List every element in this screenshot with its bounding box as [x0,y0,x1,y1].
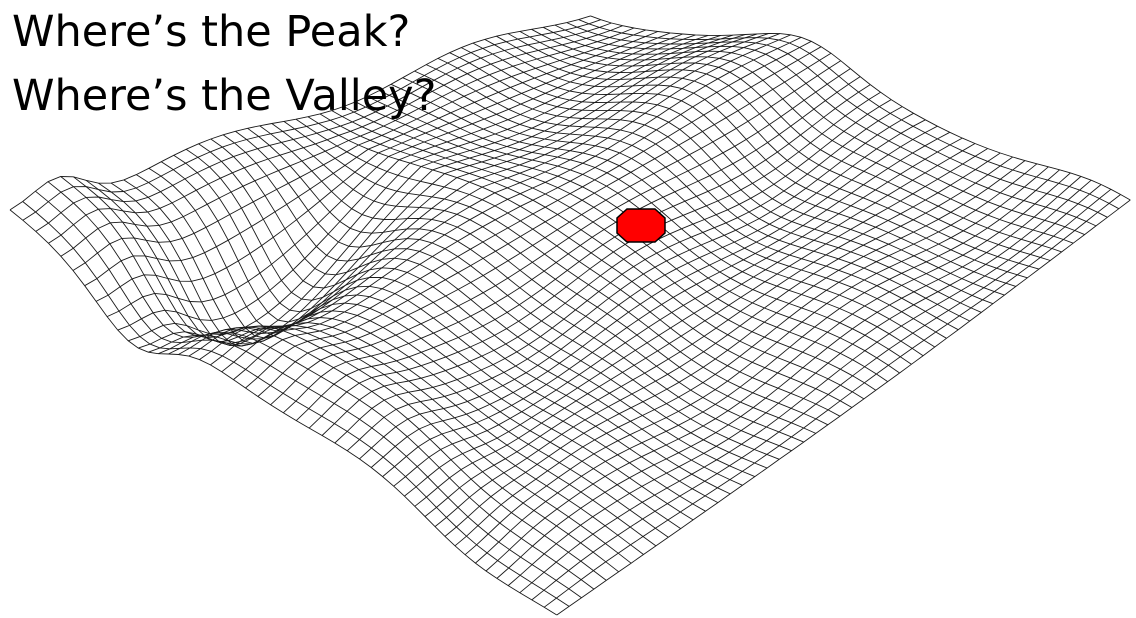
mesh-line [566,22,1108,218]
red-marker [616,208,666,243]
mesh-line [343,106,888,382]
mesh-line [475,169,1060,564]
mesh-line [47,181,595,590]
mesh-line [222,134,768,469]
mesh-line [173,154,719,503]
mesh-line [73,176,619,573]
mesh-line [444,160,1026,537]
mesh-line [590,15,1131,201]
mesh-line [464,166,1049,556]
mesh-line [496,176,1082,579]
mesh-line [531,28,1074,244]
mesh-line [578,19,1120,210]
title-line: Where’s the Peak? [12,7,410,57]
mesh-line [282,76,861,414]
mesh [9,15,1131,616]
mesh-line [22,201,570,607]
mesh-line [507,33,1051,261]
mesh-line [556,199,1131,616]
mesh-line [519,31,1062,253]
mesh-line [543,194,1121,608]
mesh-line [346,112,914,452]
mesh-line [60,176,607,581]
mesh-line [542,26,1085,236]
mesh-line [308,91,881,429]
mesh-line [485,172,1071,572]
mesh-line [507,179,1092,586]
mesh-line [426,64,970,322]
mesh-line [554,24,1097,227]
mesh-line [60,27,635,257]
mesh-line [519,184,1102,594]
title-line: Where’s the Valley? [12,71,436,121]
mesh-line [295,118,841,417]
mesh-line [531,188,1112,601]
mesh-line [35,190,582,599]
